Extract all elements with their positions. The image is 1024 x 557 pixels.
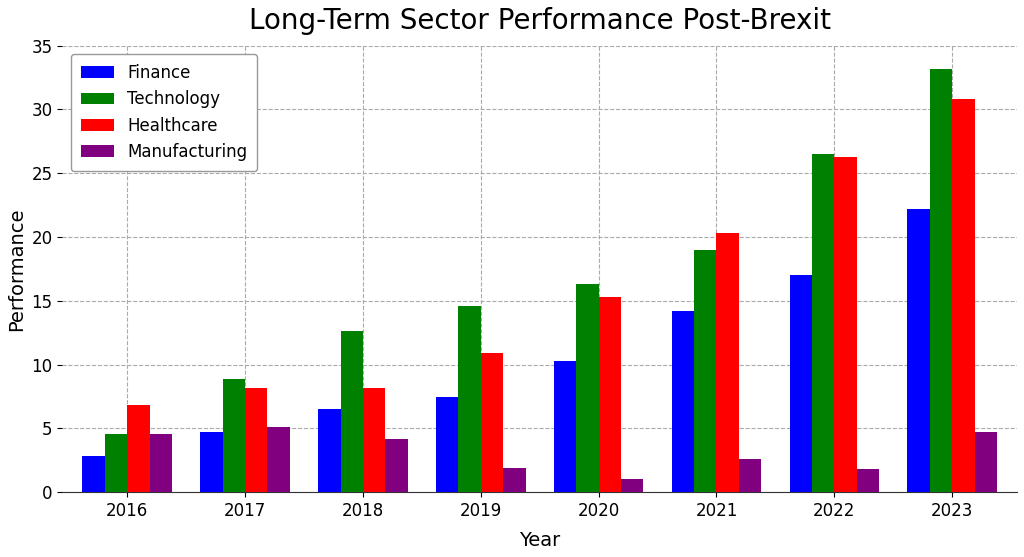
Bar <box>503 468 525 492</box>
Bar <box>459 306 481 492</box>
Bar <box>82 457 104 492</box>
Bar <box>201 432 222 492</box>
X-axis label: Year: Year <box>519 531 560 550</box>
Bar <box>554 361 577 492</box>
Legend: Finance, Technology, Healthcare, Manufacturing: Finance, Technology, Healthcare, Manufac… <box>71 54 257 171</box>
Bar <box>717 233 739 492</box>
Bar <box>621 480 643 492</box>
Bar <box>104 433 127 492</box>
Bar <box>790 275 812 492</box>
Bar <box>739 459 761 492</box>
Y-axis label: Performance: Performance <box>7 207 26 331</box>
Bar <box>952 99 975 492</box>
Bar <box>267 427 290 492</box>
Bar <box>341 331 362 492</box>
Bar <box>436 397 459 492</box>
Bar <box>930 69 952 492</box>
Title: Long-Term Sector Performance Post-Brexit: Long-Term Sector Performance Post-Brexit <box>249 7 830 35</box>
Bar <box>481 353 503 492</box>
Bar <box>222 379 245 492</box>
Bar <box>672 311 694 492</box>
Bar <box>245 388 267 492</box>
Bar <box>318 409 341 492</box>
Bar <box>835 157 857 492</box>
Bar <box>127 405 150 492</box>
Bar <box>857 469 880 492</box>
Bar <box>975 432 997 492</box>
Bar <box>577 284 599 492</box>
Bar <box>812 154 835 492</box>
Bar <box>385 438 408 492</box>
Bar <box>599 297 621 492</box>
Bar <box>694 250 717 492</box>
Bar <box>150 433 172 492</box>
Bar <box>362 388 385 492</box>
Bar <box>907 209 930 492</box>
